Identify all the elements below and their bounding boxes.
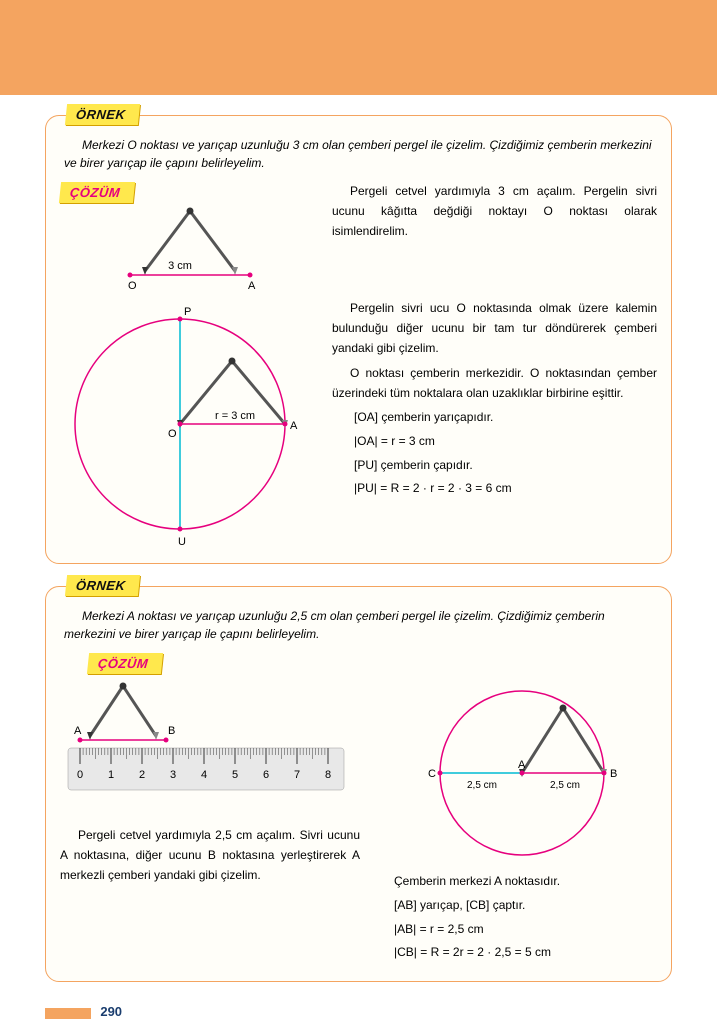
- svg-text:B: B: [168, 725, 175, 737]
- ruler-number: 4: [201, 769, 207, 781]
- ex1-row2: P U O A r = 3 cm Pergelin sivri ucu O no…: [60, 299, 657, 549]
- svg-text:2,5 cm: 2,5 cm: [467, 780, 497, 791]
- ornek-tag-2: ÖRNEK: [65, 575, 141, 596]
- footer-band: [45, 1008, 91, 1019]
- cozum-tag: ÇÖZÜM: [59, 182, 135, 203]
- ruler-number: 7: [294, 769, 300, 781]
- cozum-tag-2: ÇÖZÜM: [87, 653, 163, 674]
- ruler-number: 5: [232, 769, 238, 781]
- page-content: ÖRNEK Merkezi O noktası ve yarıçap uzunl…: [0, 95, 717, 1029]
- svg-text:U: U: [178, 536, 186, 548]
- ex1-text1: Pergeli cetvel yardımıyla 3 cm açalım. P…: [332, 182, 657, 245]
- label-3cm: 3 cm: [168, 260, 192, 272]
- svg-text:A: A: [518, 759, 526, 771]
- svg-text:O: O: [168, 428, 177, 440]
- ruler-number: 1: [108, 769, 114, 781]
- ex2-left-text: Pergeli cetvel yardımıyla 2,5 cm açalım.…: [60, 826, 360, 885]
- ex2-row: A B 0 1 2 3 4 5 6 7 8 Pergeli cetvel yardımıyla …: [60, 678, 657, 967]
- ex1-text2: Pergelin sivri ucu O noktasında olmak üz…: [332, 299, 657, 503]
- ornek-tag: ÖRNEK: [65, 104, 141, 125]
- ruler-number: 0: [77, 769, 83, 781]
- page-number: 290: [100, 1004, 122, 1019]
- ruler-number: 8: [325, 769, 331, 781]
- svg-text:2,5 cm: 2,5 cm: [550, 780, 580, 791]
- header-band: [0, 0, 717, 95]
- page-footer: 290: [45, 1004, 672, 1019]
- svg-text:C: C: [428, 768, 436, 780]
- ex1-row1: ÇÖZÜM 3 cm O A Perge: [60, 182, 657, 293]
- example-box-2: ÖRNEK Merkezi A noktası ve yarıçap uzunl…: [45, 586, 672, 982]
- svg-text:A: A: [290, 420, 298, 432]
- problem-text-1: Merkezi O noktası ve yarıçap uzunluğu 3 …: [64, 136, 653, 172]
- ruler-number: 6: [263, 769, 269, 781]
- ruler-compass-figure: A B 0 1 2 3 4 5 6 7 8: [60, 678, 350, 808]
- compass-figure-1: 3 cm O A: [90, 203, 290, 293]
- label-O: O: [128, 280, 137, 292]
- svg-text:A: A: [74, 725, 82, 737]
- problem-text-2: Merkezi A noktası ve yarıçap uzunluğu 2,…: [64, 607, 653, 643]
- circle-figure-2: C A B 2,5 cm 2,5 cm: [372, 678, 642, 868]
- circle-figure-1: P U O A r = 3 cm: [60, 299, 300, 549]
- svg-text:P: P: [184, 306, 191, 318]
- svg-text:r = 3 cm: r = 3 cm: [215, 410, 255, 422]
- ruler-number: 2: [139, 769, 145, 781]
- ruler-number: 3: [170, 769, 176, 781]
- ex2-right-text: Çemberin merkezi A noktasıdır. [AB] yarı…: [372, 872, 652, 963]
- svg-text:B: B: [610, 768, 617, 780]
- label-A: A: [248, 280, 256, 292]
- example-box-1: ÖRNEK Merkezi O noktası ve yarıçap uzunl…: [45, 115, 672, 564]
